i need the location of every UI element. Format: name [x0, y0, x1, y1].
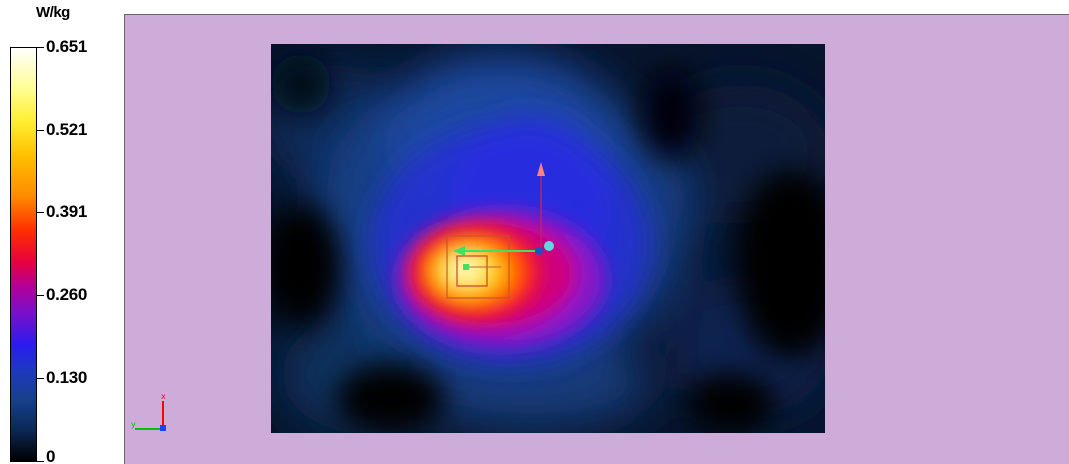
colorbar-tick	[36, 295, 44, 296]
colorbar-tick	[36, 47, 44, 48]
colorbar-tick	[36, 212, 44, 213]
colorbar-tick	[36, 378, 44, 379]
axis-y-label: y	[131, 420, 136, 429]
3d-viewport[interactable]: y x	[124, 14, 1069, 464]
sar-heatmap[interactable]	[271, 44, 825, 433]
colorbar-label: 0.521	[46, 120, 88, 139]
colorbar-label: 0.391	[46, 202, 88, 221]
colorbar-unit-label: W/kg	[36, 4, 70, 21]
colorbar-tick	[36, 461, 44, 462]
colorbar-tick	[36, 130, 44, 131]
axes-orientation-icon: y x	[125, 389, 175, 439]
colorbar-label: 0.260	[46, 285, 88, 304]
colorbar-label: 0.130	[46, 368, 88, 387]
colorbar	[10, 47, 37, 462]
colorbar-label-min: 0	[46, 447, 56, 464]
axis-x-label: x	[161, 392, 166, 401]
colorbar-label-max: 0.651	[46, 37, 88, 56]
